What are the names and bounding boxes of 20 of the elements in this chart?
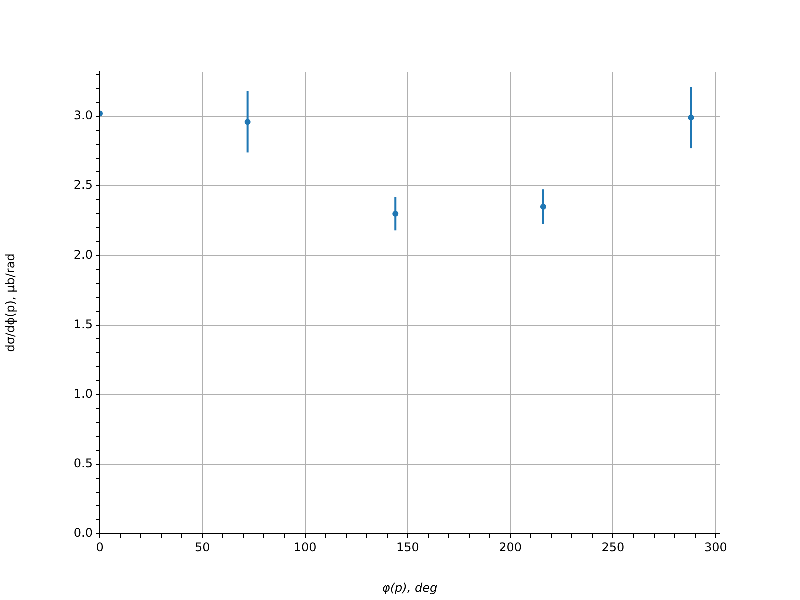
y-tick-label: 2.5	[74, 178, 93, 192]
y-tick-label: 0.0	[74, 526, 93, 540]
x-tick-label: 150	[396, 540, 420, 554]
point	[540, 204, 546, 210]
point	[244, 119, 251, 126]
y-tick-label: 1.5	[74, 317, 93, 332]
x-tick-label: 200	[499, 540, 522, 554]
x-tick-label: 0	[96, 540, 104, 554]
x-axis-title: φ(p), deg	[382, 580, 438, 595]
y-tick-label: 1.0	[74, 386, 93, 401]
x-tick-label: 300	[704, 540, 728, 554]
y-tick-label: 3.0	[74, 108, 93, 123]
point	[688, 114, 694, 121]
y-tick-label: 2.0	[74, 248, 93, 262]
x-tick-label: 250	[602, 540, 625, 554]
y-tick-label: 0.5	[74, 456, 93, 471]
x-tick-label: 50	[195, 540, 210, 554]
x-tick-label: 100	[294, 540, 317, 554]
point	[392, 210, 399, 217]
y-axis-title: dσ/dϕ(p), μb/rad	[3, 254, 18, 352]
